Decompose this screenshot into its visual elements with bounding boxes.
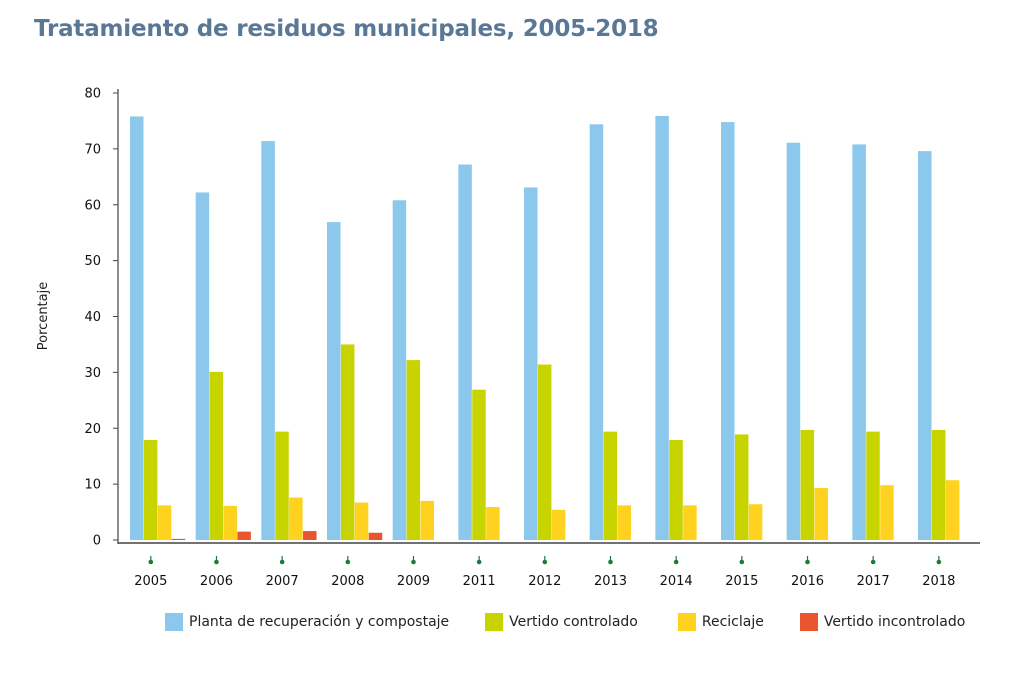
bar xyxy=(275,431,289,540)
bar xyxy=(303,531,317,540)
bar xyxy=(655,115,669,540)
bar xyxy=(918,151,932,541)
x-tick-label: 2009 xyxy=(397,574,430,589)
bar xyxy=(354,502,369,540)
x-tick-label: 2013 xyxy=(594,574,627,589)
bar xyxy=(130,116,144,540)
bar xyxy=(524,187,538,540)
x-tick-label: 2006 xyxy=(200,574,233,589)
x-tick-marker xyxy=(345,559,351,565)
bar xyxy=(866,431,880,540)
bar xyxy=(617,505,631,540)
y-tick-label: 50 xyxy=(84,254,101,269)
legend: Planta de recuperación y compostaje Verti… xyxy=(165,613,1001,631)
bar xyxy=(368,532,383,540)
legend-label: Vertido incontrolado xyxy=(823,614,966,630)
x-tick-label: 2005 xyxy=(134,574,167,589)
legend-swatch xyxy=(799,613,818,631)
bar xyxy=(237,531,251,540)
bar xyxy=(814,488,828,540)
legend-item: Reciclaje xyxy=(677,613,764,631)
bar xyxy=(669,439,683,540)
legend-item: Vertido incontrolado xyxy=(799,613,966,631)
bar xyxy=(327,222,341,540)
bar xyxy=(472,389,486,540)
chart-title: Tratamiento de residuos municipales, 200… xyxy=(34,16,659,42)
bars xyxy=(130,115,960,541)
bar xyxy=(289,497,303,540)
legend-label: Planta de recuperación y compostaje xyxy=(189,614,450,630)
x-tick-marker xyxy=(476,559,482,565)
x-tick-label: 2014 xyxy=(660,574,693,589)
x-tick-marker xyxy=(673,559,679,565)
bar xyxy=(880,485,894,540)
bar xyxy=(603,431,618,540)
bar xyxy=(392,200,407,540)
bar xyxy=(786,142,801,541)
x-tick-label: 2015 xyxy=(725,574,758,589)
bar xyxy=(589,124,604,540)
x-tick-marker xyxy=(214,559,219,565)
y-tick-label: 30 xyxy=(84,366,101,381)
x-axis: 2005 2006 2007 2008 2009 2011 2012 2013 2014 2015… xyxy=(118,542,980,589)
y-tick-label: 80 xyxy=(84,87,101,102)
x-tick-marker xyxy=(739,559,745,565)
y-tick-label: 60 xyxy=(84,198,101,213)
legend-item: Planta de recuperación y compostaje xyxy=(165,613,449,631)
bar xyxy=(223,505,237,540)
x-tick-label: 2018 xyxy=(922,574,955,589)
x-tick-label: 2017 xyxy=(857,574,890,589)
bar xyxy=(340,344,355,540)
x-tick-label: 2016 xyxy=(791,574,824,589)
bar xyxy=(195,192,210,540)
bar xyxy=(209,371,224,540)
legend-swatch xyxy=(165,613,183,631)
x-tick-label: 2007 xyxy=(266,574,299,589)
bar xyxy=(800,429,815,540)
bar xyxy=(261,141,275,541)
bar xyxy=(406,360,421,540)
y-tick-label: 70 xyxy=(84,142,101,157)
y-tick-label: 40 xyxy=(84,310,101,325)
legend-item: Vertido controlado xyxy=(485,613,638,631)
bar xyxy=(748,504,763,540)
x-tick-marker xyxy=(870,559,876,565)
y-axis-label: Porcentaje xyxy=(36,282,51,350)
bar xyxy=(852,144,866,540)
y-axis: 0 10 20 30 40 50 60 70 80 xyxy=(84,87,119,549)
bar xyxy=(931,429,946,540)
x-tick-marker xyxy=(936,559,942,565)
bar xyxy=(171,538,186,540)
bar xyxy=(537,364,552,540)
x-tick-marker xyxy=(805,559,810,565)
bar xyxy=(420,500,434,540)
x-tick-marker xyxy=(608,559,613,565)
legend-label: Reciclaje xyxy=(701,614,764,630)
x-tick-marker xyxy=(279,559,285,565)
legend-label: Vertido controlado xyxy=(509,614,638,630)
bar xyxy=(551,509,566,540)
bar xyxy=(683,505,697,540)
bar xyxy=(458,164,472,540)
y-tick-label: 10 xyxy=(84,478,101,493)
x-tick-marker xyxy=(411,559,416,565)
bar xyxy=(721,122,735,540)
bar xyxy=(143,439,158,540)
y-tick-label: 20 xyxy=(84,422,101,437)
bar xyxy=(945,480,960,540)
x-tick-label: 2011 xyxy=(463,574,496,589)
bar xyxy=(734,434,749,540)
y-tick-label: 0 xyxy=(93,534,101,549)
x-tick-label: 2012 xyxy=(528,574,561,589)
x-tick-label: 2008 xyxy=(331,574,364,589)
bar xyxy=(157,505,172,540)
legend-swatch xyxy=(485,613,504,631)
bar xyxy=(486,507,500,540)
x-tick-marker xyxy=(148,559,154,565)
legend-swatch xyxy=(677,613,696,631)
x-tick-marker xyxy=(542,559,548,565)
